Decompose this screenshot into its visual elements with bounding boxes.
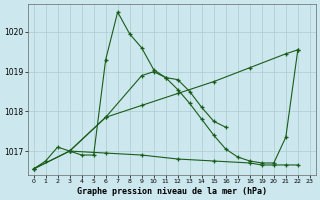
X-axis label: Graphe pression niveau de la mer (hPa): Graphe pression niveau de la mer (hPa) [77,187,267,196]
